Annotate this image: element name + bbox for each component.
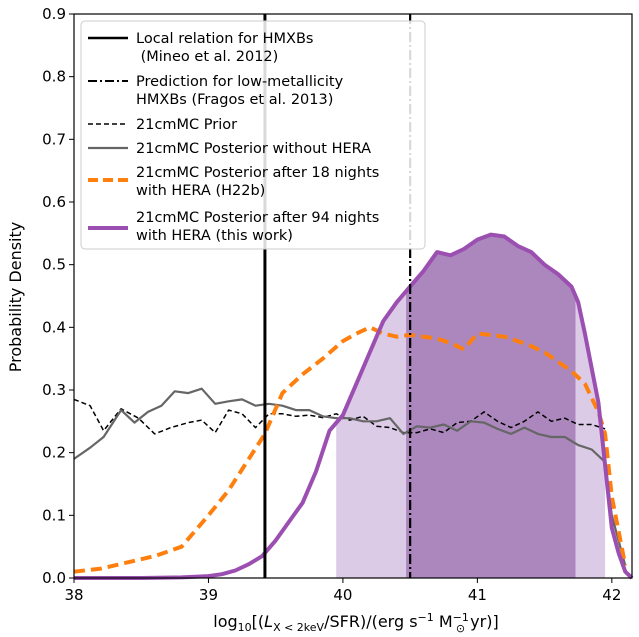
legend-label-prior: 21cmMC Prior — [136, 117, 237, 133]
y-tick-label: 0.2 — [42, 444, 66, 462]
y-tick-label: 0.1 — [42, 506, 66, 524]
legend-label-prediction-1: Prediction for low-metallicity — [136, 74, 344, 90]
x-tick-label: 42 — [602, 586, 621, 604]
series-line-prior — [73, 398, 606, 435]
x-tick-label: 39 — [199, 586, 218, 604]
y-tick-label: 0.5 — [42, 256, 66, 274]
series-line-without-hera — [73, 387, 627, 566]
legend-label-prediction-2: HMXBs (Fragos et al. 2013) — [136, 92, 333, 108]
x-axis-label: log10[(LX < 2keV/SFR)/(erg s−1 M−1 ⊙ yr)] — [213, 611, 498, 635]
y-axis-label: Probability Density — [6, 222, 25, 373]
legend-label-local-2: (Mineo et al. 2012) — [136, 49, 278, 65]
shaded-region-inner — [406, 234, 576, 578]
legend-label-h22b-1: 21cmMC Posterior after 18 nights — [136, 165, 379, 181]
y-tick-label: 0.7 — [42, 130, 66, 148]
y-tick-label: 0.6 — [42, 193, 66, 211]
legend-label-this-work-1: 21cmMC Posterior after 94 nights — [136, 210, 379, 226]
x-tick-label: 40 — [333, 586, 352, 604]
legend-box — [80, 20, 426, 250]
legend-label-local-1: Local relation for HMXBs — [136, 31, 313, 47]
y-tick-label: 0.9 — [42, 5, 66, 23]
y-tick-label: 0.0 — [42, 569, 66, 587]
legend-label-this-work-2: with HERA (this work) — [136, 228, 293, 244]
x-tick-label: 38 — [64, 586, 83, 604]
legend: Local relation for HMXBs (Mineo et al. 2… — [80, 20, 426, 250]
y-tick-label: 0.3 — [42, 381, 66, 399]
y-axis: 0.0 0.1 0.2 0.3 0.4 0.5 0.6 0.7 0.8 0.9 — [42, 5, 74, 587]
series-line-this-work — [74, 232, 634, 580]
plot-frame — [73, 13, 633, 579]
x-axis: 38 39 40 41 42 — [64, 578, 621, 604]
y-tick-label: 0.4 — [42, 318, 66, 336]
y-tick-label: 0.8 — [42, 68, 66, 86]
shaded-regions — [336, 234, 606, 578]
legend-label-without-hera: 21cmMC Posterior without HERA — [136, 141, 371, 157]
x-tick-label: 41 — [468, 586, 487, 604]
legend-label-h22b-2: with HERA (H22b) — [136, 183, 265, 199]
